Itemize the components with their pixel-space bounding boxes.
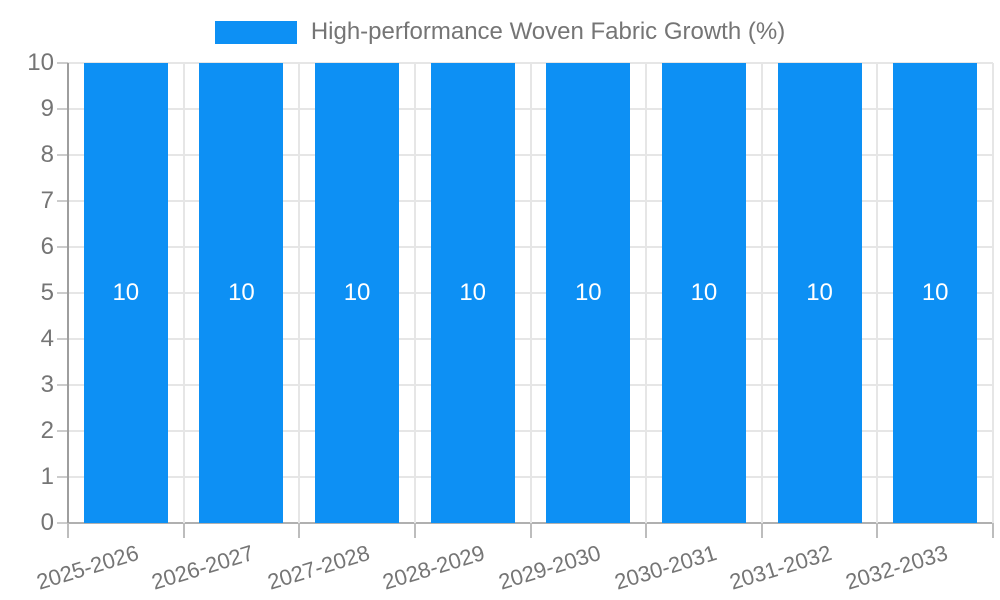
- bar-value-label: 10: [806, 279, 833, 306]
- x-axis-tick: [413, 523, 416, 538]
- bar[interactable]: [430, 63, 515, 523]
- bar-value-label: 10: [459, 279, 487, 306]
- x-gridline: [182, 63, 185, 523]
- y-axis-label: 9: [40, 95, 54, 122]
- x-axis-label: 2028-2029: [380, 540, 488, 595]
- x-axis-tick: [67, 523, 69, 538]
- x-gridline: [992, 63, 994, 523]
- bar-value-label: 10: [574, 279, 602, 306]
- x-axis-label: 2032-2033: [842, 540, 951, 595]
- x-gridline: [645, 63, 648, 523]
- x-gridline: [529, 63, 532, 523]
- y-axis-label: 6: [40, 233, 54, 260]
- x-gridline: [413, 63, 416, 523]
- bar[interactable]: [546, 63, 631, 523]
- bar[interactable]: [893, 63, 978, 523]
- legend-item[interactable]: High-performance Woven Fabric Growth (%): [214, 18, 786, 46]
- y-axis-label: 5: [40, 279, 54, 306]
- y-axis-label: 0: [40, 509, 54, 536]
- x-axis-tick: [760, 523, 763, 538]
- y-axis-tick: [57, 154, 68, 156]
- x-axis-tick: [876, 523, 879, 538]
- legend-swatch: [214, 20, 297, 44]
- x-axis-label: 2031-2032: [726, 540, 835, 595]
- y-axis-line: [67, 63, 69, 523]
- y-axis-tick: [57, 338, 68, 340]
- x-axis-label: 2029-2030: [495, 540, 604, 595]
- x-axis-tick: [298, 523, 301, 538]
- bar-value-label: 10: [228, 279, 255, 306]
- bar[interactable]: [315, 63, 400, 523]
- x-axis-tick: [645, 523, 648, 538]
- bar-value-label: 10: [690, 279, 718, 306]
- bar-value-label: 10: [343, 279, 371, 306]
- y-axis-label: 1: [40, 463, 54, 490]
- y-axis-tick: [57, 430, 68, 432]
- x-axis-label: 2025-2026: [33, 540, 142, 595]
- bar[interactable]: [661, 63, 746, 523]
- bar[interactable]: [199, 63, 284, 523]
- x-axis-label: 2030-2031: [611, 540, 720, 595]
- y-axis-label: 2: [40, 417, 54, 444]
- y-axis-tick: [57, 62, 68, 64]
- chart-legend: High-performance Woven Fabric Growth (%): [0, 18, 1000, 46]
- x-axis-tick: [992, 523, 994, 538]
- legend-label: High-performance Woven Fabric Growth (%): [310, 18, 786, 45]
- y-axis-tick: [57, 246, 68, 248]
- y-axis-tick: [57, 384, 68, 386]
- y-axis-label: 3: [40, 371, 54, 398]
- y-axis-label: 4: [40, 325, 54, 352]
- x-gridline: [298, 63, 301, 523]
- bar-value-label: 10: [112, 279, 140, 306]
- y-axis-tick: [57, 108, 68, 110]
- x-gridline: [876, 63, 879, 523]
- y-axis-label: 10: [27, 49, 54, 76]
- y-axis-tick: [57, 476, 68, 478]
- bar[interactable]: [777, 63, 862, 523]
- y-axis-label: 7: [40, 187, 54, 214]
- y-axis-tick: [57, 292, 68, 294]
- bar[interactable]: [83, 63, 168, 523]
- x-axis-tick: [529, 523, 532, 538]
- bar-value-label: 10: [921, 279, 949, 306]
- x-axis-label: 2027-2028: [264, 540, 373, 595]
- y-axis-label: 8: [40, 141, 54, 168]
- x-gridline: [760, 63, 763, 523]
- y-axis-tick: [57, 200, 68, 202]
- x-axis-label: 2026-2027: [148, 540, 257, 595]
- y-axis-tick: [57, 522, 68, 524]
- x-axis-tick: [182, 523, 185, 538]
